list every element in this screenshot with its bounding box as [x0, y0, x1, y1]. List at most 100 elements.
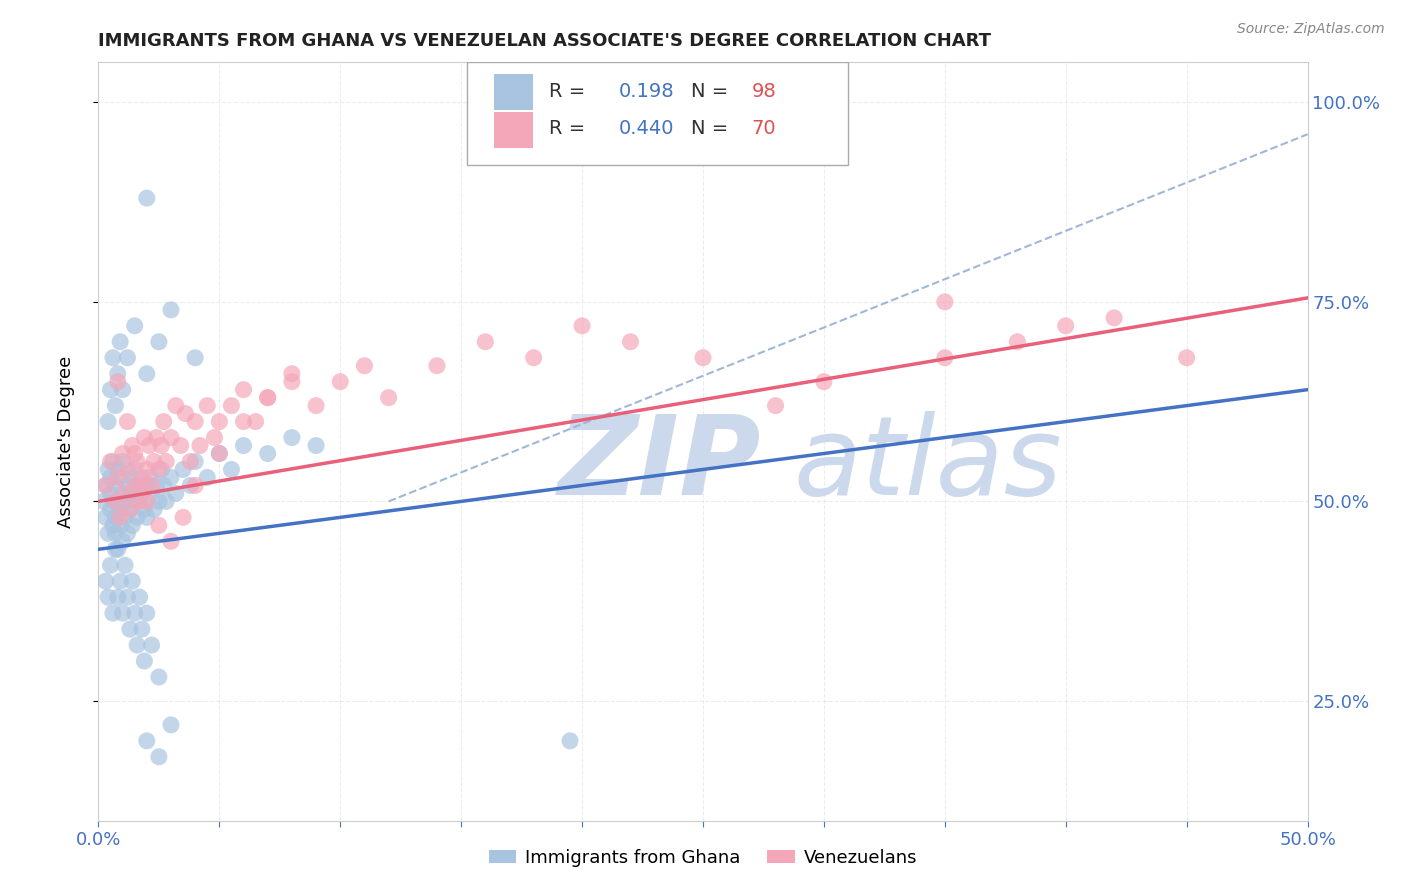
Point	[111, 486, 134, 500]
Point	[121, 470, 143, 484]
Point	[124, 494, 146, 508]
Point	[148, 462, 170, 476]
Text: R =: R =	[550, 119, 592, 138]
Point	[148, 494, 170, 508]
Point	[111, 534, 134, 549]
Point	[94, 510, 117, 524]
Point	[118, 502, 141, 516]
FancyBboxPatch shape	[467, 62, 848, 165]
Point	[124, 462, 146, 476]
Point	[101, 351, 124, 365]
Point	[172, 462, 194, 476]
Point	[221, 462, 243, 476]
Point	[100, 558, 122, 573]
Point	[127, 638, 149, 652]
Point	[135, 462, 157, 476]
Point	[127, 510, 149, 524]
Point	[135, 510, 157, 524]
Point	[108, 510, 131, 524]
Point	[232, 415, 254, 429]
Point	[138, 438, 160, 452]
Point	[104, 399, 127, 413]
Point	[174, 407, 197, 421]
Point	[111, 454, 134, 468]
Point	[107, 494, 129, 508]
Point	[145, 431, 167, 445]
Point	[128, 494, 150, 508]
Bar	[494, 112, 533, 148]
Point	[353, 359, 375, 373]
Point	[208, 415, 231, 429]
Point	[204, 431, 226, 445]
Text: 70: 70	[751, 119, 776, 138]
Point	[160, 718, 183, 732]
Point	[97, 415, 120, 429]
Point	[571, 318, 593, 333]
Point	[188, 438, 211, 452]
Point	[124, 446, 146, 460]
Point	[256, 391, 278, 405]
Point	[101, 518, 124, 533]
Point	[1054, 318, 1077, 333]
Point	[145, 478, 167, 492]
Point	[117, 351, 139, 365]
Point	[934, 351, 956, 365]
Point	[135, 494, 157, 508]
Point	[118, 502, 141, 516]
Point	[108, 334, 131, 349]
Point	[107, 470, 129, 484]
Point	[114, 510, 136, 524]
Point	[143, 454, 166, 468]
Point	[101, 494, 124, 508]
Point	[107, 462, 129, 476]
Point	[692, 351, 714, 365]
Bar	[494, 74, 533, 111]
Point	[165, 486, 187, 500]
Point	[107, 590, 129, 604]
Point	[111, 446, 134, 460]
Point	[179, 478, 201, 492]
Point	[184, 454, 207, 468]
Point	[118, 486, 141, 500]
Point	[152, 478, 174, 492]
Point	[97, 590, 120, 604]
Point	[101, 454, 124, 468]
Point	[184, 351, 207, 365]
Point	[138, 470, 160, 484]
Point	[765, 399, 787, 413]
Point	[114, 494, 136, 508]
Point	[523, 351, 546, 365]
Point	[141, 486, 163, 500]
Point	[148, 670, 170, 684]
Point	[134, 654, 156, 668]
Point	[111, 383, 134, 397]
Point	[184, 478, 207, 492]
Legend: Immigrants from Ghana, Venezuelans: Immigrants from Ghana, Venezuelans	[482, 842, 924, 874]
Point	[135, 734, 157, 748]
Point	[117, 462, 139, 476]
Text: atlas: atlas	[793, 411, 1063, 517]
Point	[281, 367, 304, 381]
Point	[619, 334, 641, 349]
Point	[1102, 310, 1125, 325]
Point	[813, 375, 835, 389]
Point	[179, 454, 201, 468]
Text: N =: N =	[690, 82, 734, 101]
Text: Source: ZipAtlas.com: Source: ZipAtlas.com	[1237, 22, 1385, 37]
Point	[256, 446, 278, 460]
Point	[100, 454, 122, 468]
Point	[121, 438, 143, 452]
Point	[160, 534, 183, 549]
Point	[117, 526, 139, 541]
Point	[100, 502, 122, 516]
Point	[94, 574, 117, 589]
Point	[195, 470, 218, 484]
Point	[104, 494, 127, 508]
Point	[114, 558, 136, 573]
Point	[1175, 351, 1198, 365]
Point	[558, 734, 581, 748]
Point	[104, 478, 127, 492]
Point	[135, 478, 157, 492]
Point	[108, 502, 131, 516]
Point	[150, 438, 173, 452]
